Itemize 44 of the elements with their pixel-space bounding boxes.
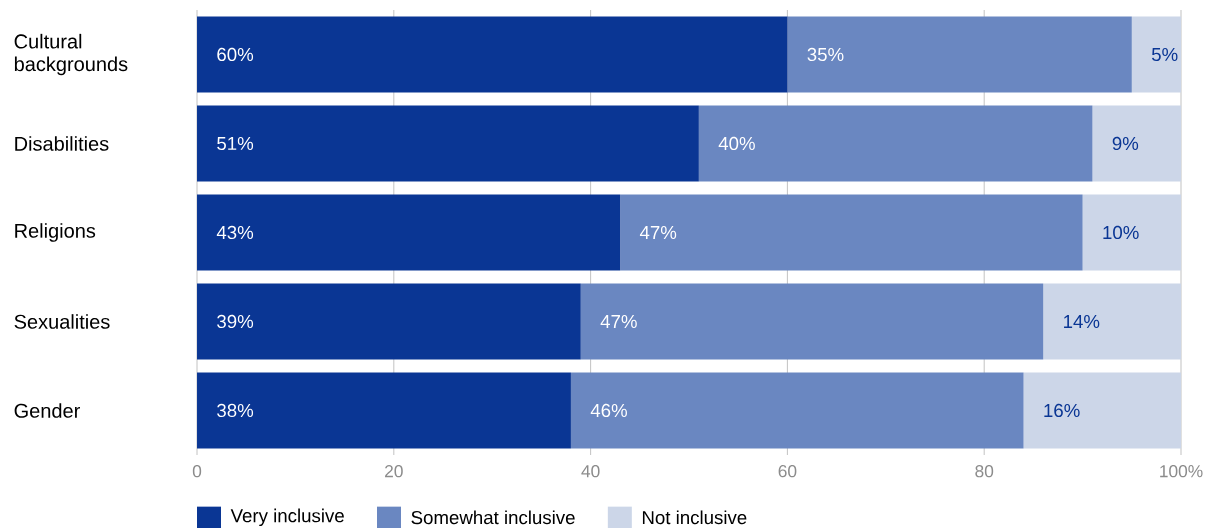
data-label: 38% <box>217 403 254 418</box>
bar <box>620 194 1083 271</box>
data-label: 43% <box>216 225 254 240</box>
data-label: 14% <box>1064 314 1100 329</box>
y-tick-label: Sexualities <box>14 314 110 329</box>
bar <box>197 16 788 93</box>
bar <box>197 105 699 182</box>
bar <box>1082 194 1181 271</box>
x-tick-label: 0 <box>192 465 202 478</box>
x-tick-label: 20 <box>385 465 403 478</box>
data-label: 47% <box>600 314 637 329</box>
x-tick-label: 60 <box>778 465 797 478</box>
y-tick-label: Cultural backgrounds <box>14 33 128 76</box>
bar <box>1092 105 1181 182</box>
data-label: 35% <box>807 47 844 62</box>
x-tick-label: 100% <box>1160 465 1203 478</box>
bar <box>580 283 1044 360</box>
data-label: 46% <box>590 403 627 418</box>
bar <box>197 194 621 271</box>
legend-label: Very inclusive <box>230 508 344 527</box>
y-tick-label: Gender <box>14 403 80 418</box>
data-label: 47% <box>639 225 677 240</box>
bar <box>197 372 571 449</box>
bar <box>1023 372 1181 449</box>
bar <box>1043 283 1181 360</box>
x-tick-label: 40 <box>581 465 600 478</box>
legend-label: Not inclusive <box>642 510 747 525</box>
legend-label: Somewhat inclusive <box>411 510 575 525</box>
data-label: 10% <box>1103 225 1139 240</box>
data-label: 16% <box>1044 403 1080 418</box>
bar <box>787 16 1132 93</box>
x-tick-label: 80 <box>975 465 994 478</box>
bar <box>698 105 1093 182</box>
data-label: 40% <box>718 136 755 151</box>
data-label: 60% <box>217 47 254 62</box>
data-label: 5% <box>1151 47 1178 62</box>
data-label: 51% <box>217 136 254 151</box>
y-tick-label: Disabilities <box>15 136 109 151</box>
data-label: 9% <box>1112 136 1139 151</box>
y-tick-label: Religions <box>15 223 96 242</box>
bar <box>1131 16 1181 93</box>
data-label: 39% <box>217 314 254 329</box>
bar <box>197 283 581 360</box>
bar <box>570 372 1024 449</box>
